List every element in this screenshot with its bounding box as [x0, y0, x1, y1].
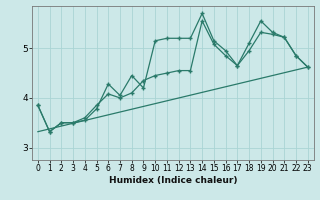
X-axis label: Humidex (Indice chaleur): Humidex (Indice chaleur)	[108, 176, 237, 185]
